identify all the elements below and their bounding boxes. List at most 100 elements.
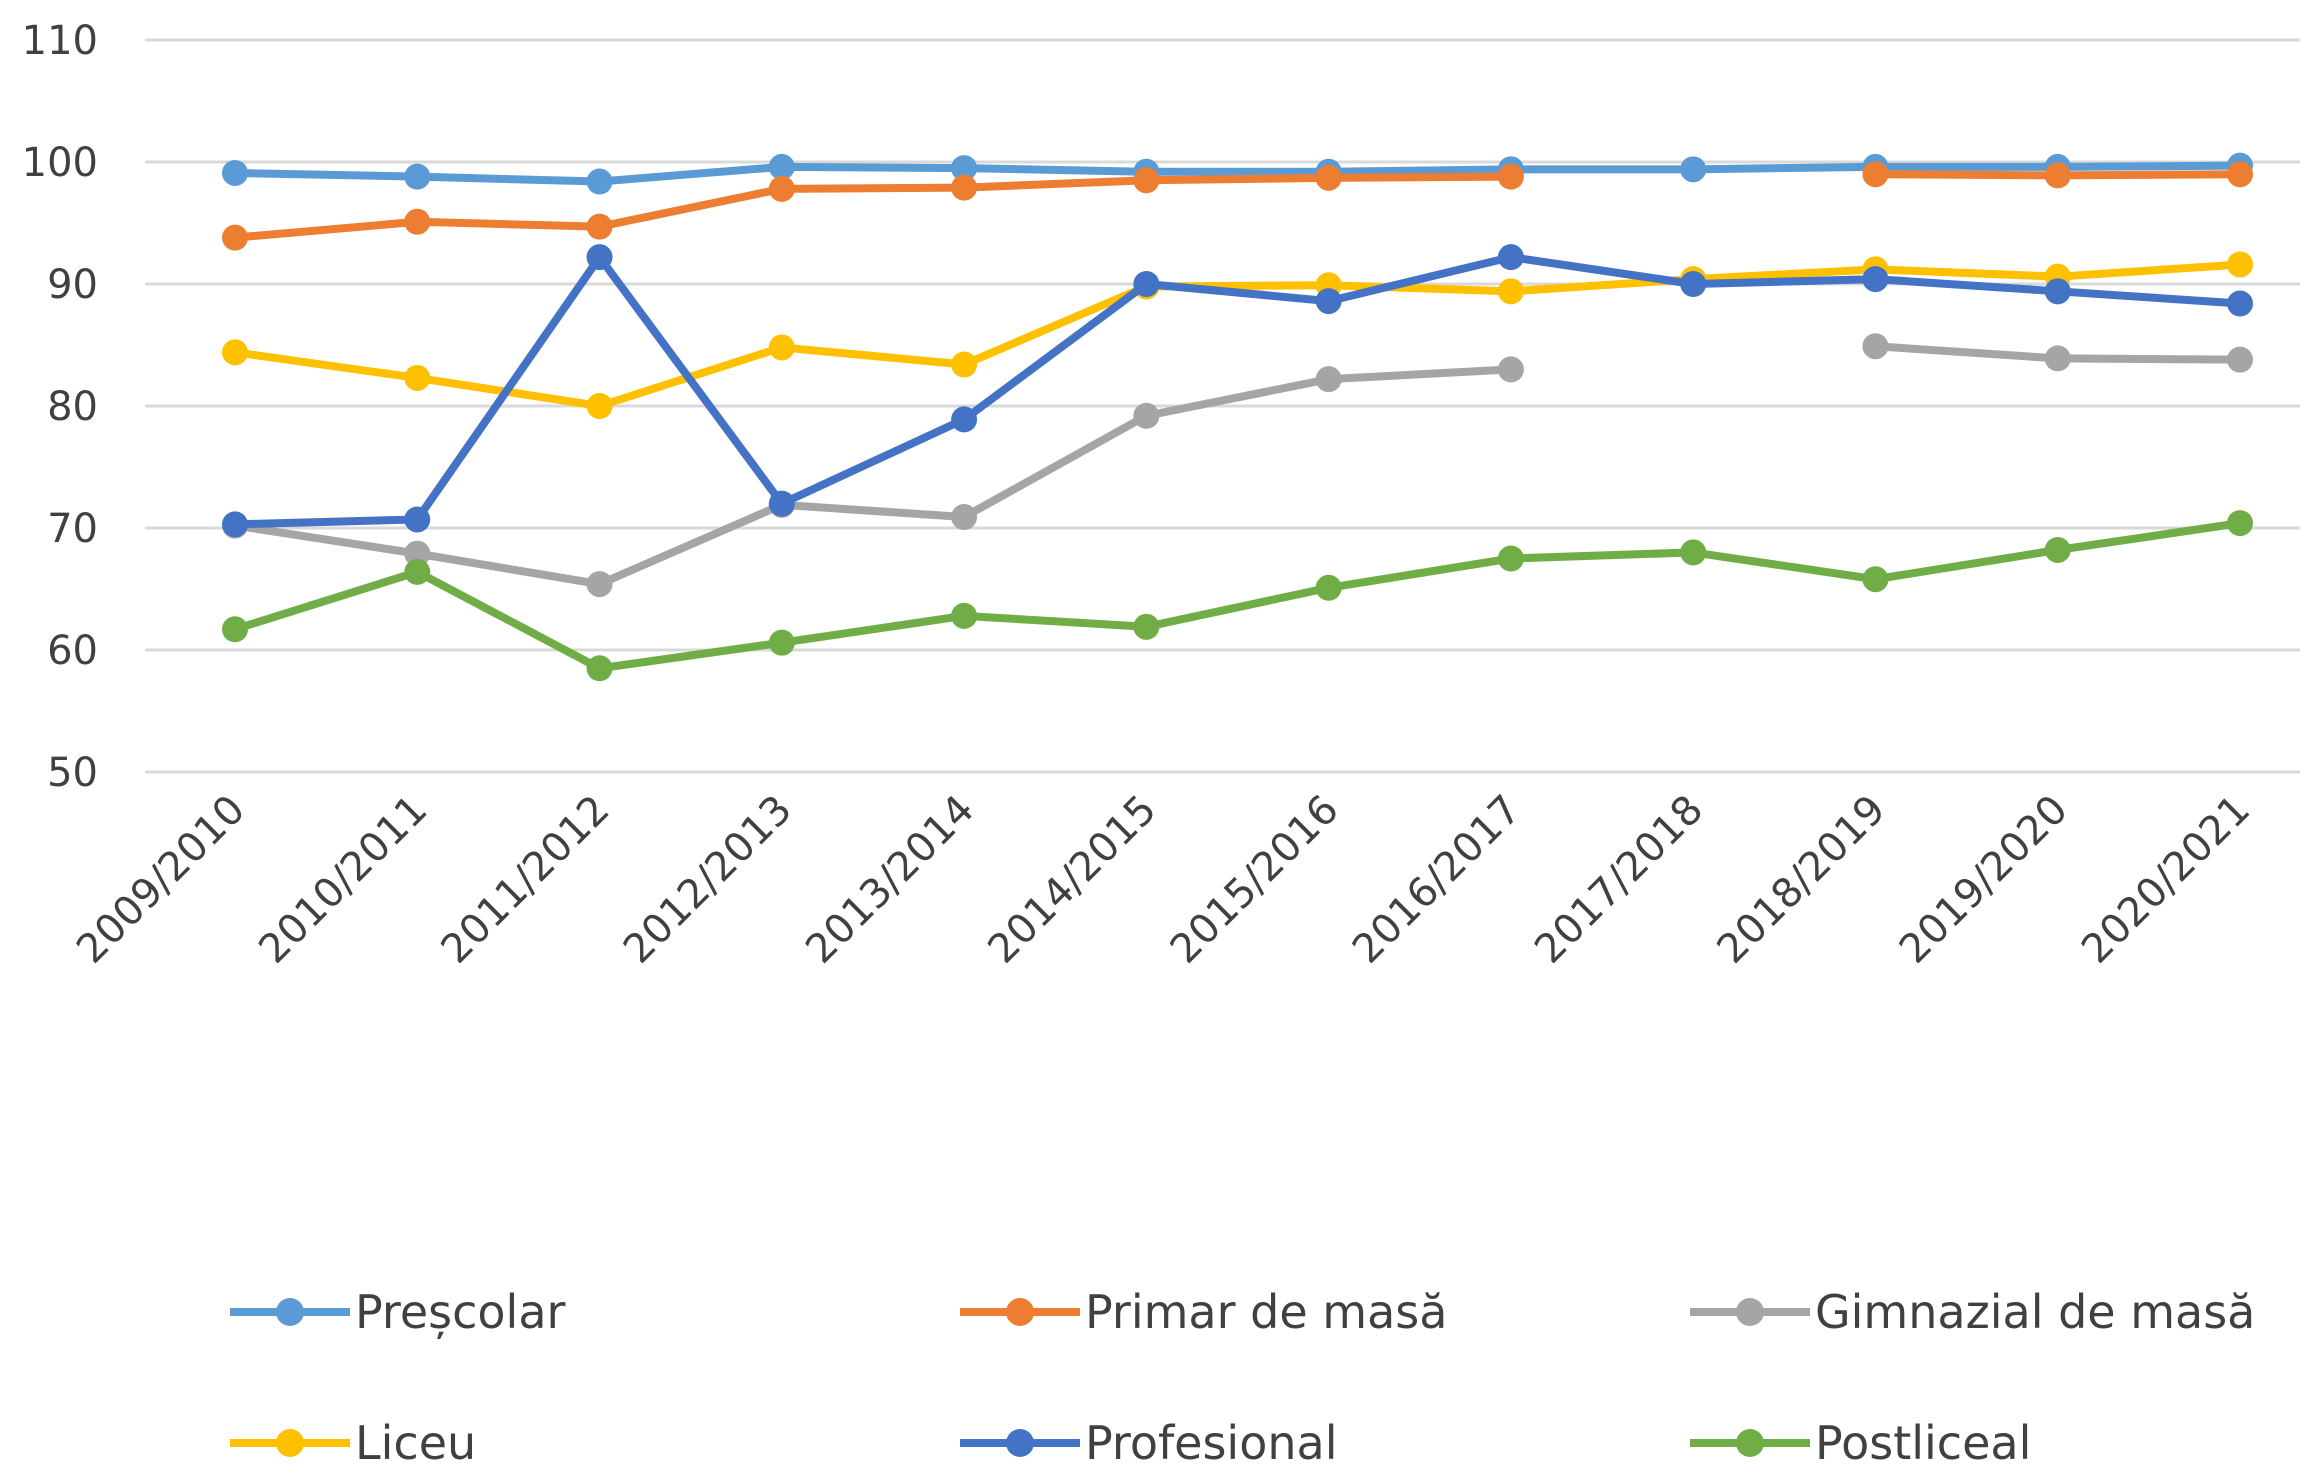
- x-tick-label: 2018/2019: [1709, 787, 1895, 973]
- series-line: [231, 519, 2244, 673]
- data-point: [1497, 545, 1524, 572]
- series-4: [222, 244, 2253, 538]
- data-point: [404, 163, 431, 190]
- series-lines: [222, 152, 2253, 682]
- data-point: [1862, 266, 1889, 293]
- legend-marker: [1006, 1429, 1034, 1457]
- legend-marker: [276, 1298, 304, 1326]
- data-point: [1497, 163, 1524, 190]
- data-point: [222, 511, 248, 538]
- data-point: [1315, 288, 1342, 315]
- x-tick-label: 2019/2020: [1891, 787, 2077, 973]
- y-tick-label: 90: [47, 262, 98, 308]
- legend-label: Profesional: [1085, 1416, 1337, 1468]
- data-point: [1133, 402, 1160, 429]
- data-point: [404, 540, 431, 567]
- data-point: [2227, 510, 2253, 537]
- data-point: [2227, 161, 2253, 188]
- data-point: [222, 159, 248, 186]
- data-point: [1497, 356, 1524, 383]
- data-point: [586, 393, 613, 419]
- data-point: [1133, 613, 1160, 640]
- data-point: [586, 244, 613, 271]
- series-line: [231, 253, 2244, 529]
- series-1: [222, 161, 2253, 251]
- y-tick-label: 110: [22, 18, 98, 64]
- x-tick-label: 2011/2012: [433, 787, 619, 973]
- data-point: [586, 571, 613, 598]
- data-point: [1680, 156, 1707, 183]
- grid-lines: [145, 38, 2300, 774]
- data-point: [586, 213, 613, 240]
- data-point: [586, 655, 613, 682]
- data-point: [951, 602, 978, 629]
- data-point: [768, 629, 795, 656]
- data-point: [768, 153, 795, 180]
- data-point: [404, 506, 431, 533]
- data-point: [1497, 244, 1524, 271]
- legend-item: Gimnazial de masă: [1690, 1285, 2255, 1339]
- data-point: [2044, 345, 2071, 372]
- x-tick-label: 2013/2014: [797, 787, 983, 973]
- data-point: [768, 490, 795, 517]
- data-point: [1862, 333, 1889, 360]
- series-line: [231, 260, 2244, 410]
- data-point: [951, 504, 978, 531]
- data-point: [222, 616, 248, 643]
- data-point: [404, 364, 431, 391]
- data-point: [951, 155, 978, 182]
- x-tick-label: 2014/2015: [979, 787, 1165, 973]
- x-axis-ticks: 2009/20102010/20112011/20122012/20132013…: [68, 787, 2259, 973]
- data-point: [2044, 162, 2071, 189]
- data-point: [768, 175, 795, 202]
- data-point: [1315, 366, 1342, 393]
- data-point: [1680, 539, 1707, 566]
- y-axis-ticks: 50 60 70 80 90 100 110: [22, 18, 98, 796]
- data-point: [222, 339, 248, 366]
- x-tick-label: 2009/2010: [68, 787, 254, 973]
- legend-label: Liceu: [355, 1416, 476, 1468]
- data-point: [1315, 164, 1342, 191]
- y-tick-label: 60: [47, 628, 98, 674]
- data-point: [404, 558, 431, 585]
- legend-item: Postliceal: [1690, 1416, 2031, 1468]
- legend-item: Primar de masă: [960, 1285, 1447, 1339]
- data-point: [404, 208, 431, 235]
- series-line: [231, 161, 2244, 186]
- legend-marker: [1006, 1298, 1034, 1326]
- legend-label: Gimnazial de masă: [1815, 1285, 2255, 1339]
- data-point: [2227, 251, 2253, 278]
- data-point: [2044, 536, 2071, 563]
- x-tick-label: 2020/2021: [2073, 787, 2259, 973]
- legend: Preșcolar Primar de masă Gimnazial de masă…: [230, 1285, 2255, 1468]
- data-point: [951, 406, 978, 433]
- y-tick-label: 80: [47, 384, 98, 430]
- legend-label: Primar de masă: [1085, 1285, 1447, 1339]
- data-point: [222, 224, 248, 251]
- series-line: [231, 172, 1515, 242]
- data-point: [1862, 566, 1889, 593]
- legend-marker: [276, 1429, 304, 1457]
- x-tick-label: 2017/2018: [1526, 787, 1712, 973]
- data-point: [586, 168, 613, 195]
- data-point: [1680, 271, 1707, 297]
- legend-item: Liceu: [230, 1416, 476, 1468]
- x-tick-label: 2010/2011: [250, 787, 436, 973]
- data-point: [1133, 167, 1160, 194]
- data-point: [951, 351, 978, 378]
- y-tick-label: 100: [22, 140, 98, 186]
- data-point: [951, 174, 978, 201]
- data-point: [2227, 346, 2253, 373]
- series-line: [231, 365, 1515, 589]
- x-tick-label: 2012/2013: [615, 787, 801, 973]
- x-tick-label: 2015/2016: [1162, 787, 1348, 973]
- legend-item: Preșcolar: [230, 1285, 566, 1339]
- y-tick-label: 70: [47, 506, 98, 552]
- data-point: [1315, 574, 1342, 601]
- legend-label: Postliceal: [1815, 1416, 2031, 1468]
- legend-item: Profesional: [960, 1416, 1337, 1468]
- y-tick-label: 50: [47, 750, 98, 796]
- series-5: [222, 510, 2253, 682]
- data-point: [1133, 271, 1160, 297]
- data-point: [2227, 290, 2253, 317]
